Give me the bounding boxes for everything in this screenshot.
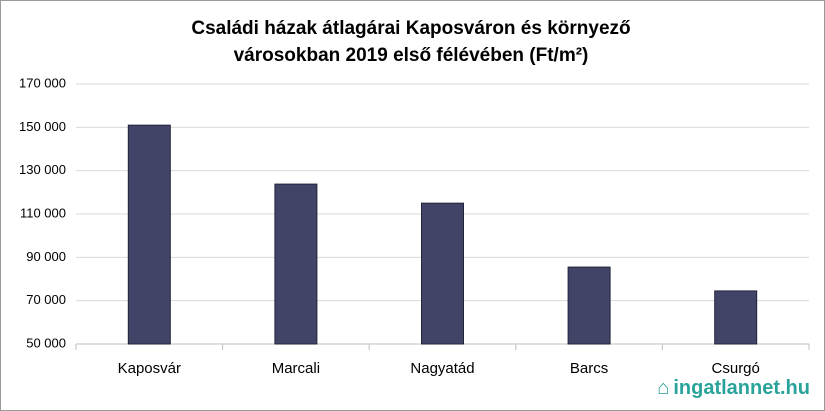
bar <box>274 183 318 345</box>
y-tick-label: 110 000 <box>20 205 66 220</box>
y-tick-label: 50 000 <box>26 335 66 350</box>
bar <box>567 266 611 345</box>
chart-title: Családi házak átlagárai Kaposváron és kö… <box>191 18 631 66</box>
logo-icon: ⌂ <box>657 377 670 399</box>
x-tick-label: Barcs <box>570 360 608 377</box>
y-tick-label: 130 000 <box>19 162 66 177</box>
y-tick-label: 150 000 <box>19 119 66 134</box>
y-tick-label: 90 000 <box>26 249 66 264</box>
watermark-text: ingatlannet.hu <box>673 377 810 399</box>
x-tick-label: Marcali <box>272 360 320 377</box>
x-tick-label: Kaposvár <box>118 360 181 377</box>
watermark: ⌂ ingatlannet.hu <box>657 377 810 400</box>
x-tick-label: Nagyatád <box>410 360 474 377</box>
bar <box>421 202 464 345</box>
bar <box>714 290 758 345</box>
bar <box>127 124 171 345</box>
x-tick-label: Csurgó <box>712 360 760 377</box>
y-tick-label: 170 000 <box>19 75 66 90</box>
y-tick-label: 70 000 <box>26 292 66 307</box>
